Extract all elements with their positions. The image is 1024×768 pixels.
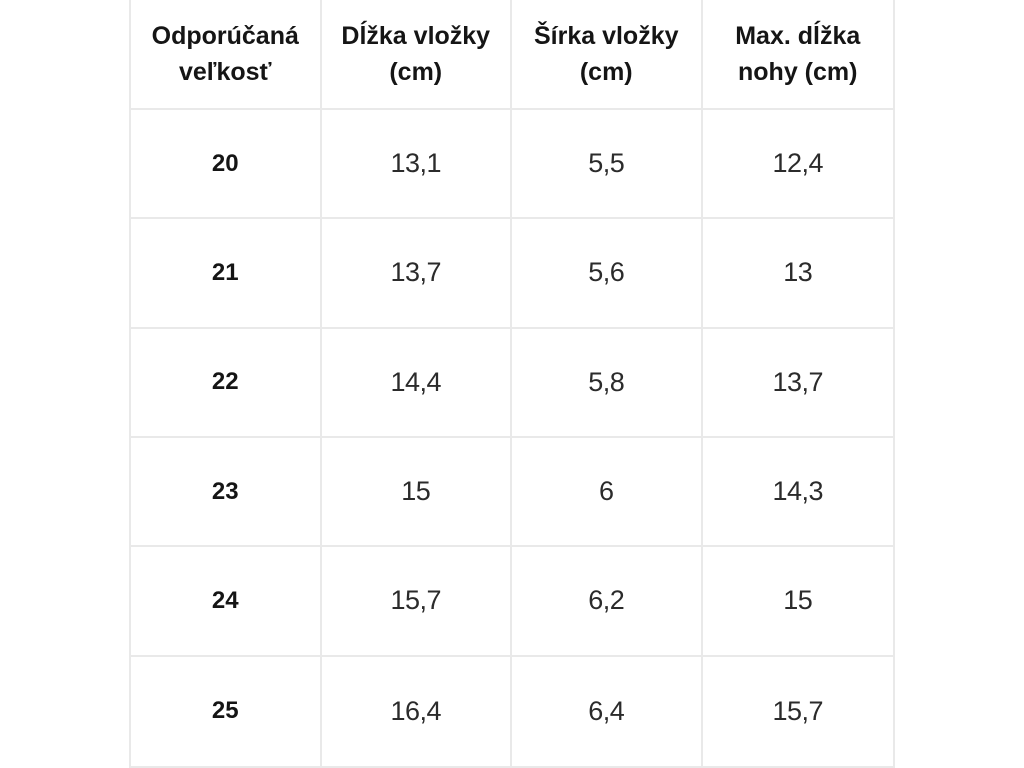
- insole-length-cell: 15,7: [321, 547, 512, 657]
- insole-width-cell: 5,5: [512, 110, 703, 220]
- insole-length-cell: 13,7: [321, 219, 512, 329]
- max-foot-length-cell: 13: [702, 219, 893, 329]
- insole-width-cell: 5,6: [512, 219, 703, 329]
- size-cell: 21: [131, 219, 322, 329]
- column-header-max-foot-length: Max. dĺžka nohy (cm): [702, 0, 893, 110]
- insole-length-cell: 13,1: [321, 110, 512, 220]
- size-cell: 20: [131, 110, 322, 220]
- column-header-insole-width: Šírka vložky (cm): [512, 0, 703, 110]
- insole-width-cell: 6,4: [512, 656, 703, 766]
- max-foot-length-cell: 15: [702, 547, 893, 657]
- max-foot-length-cell: 14,3: [702, 438, 893, 548]
- insole-width-cell: 6: [512, 438, 703, 548]
- insole-length-cell: 15: [321, 438, 512, 548]
- size-cell: 23: [131, 438, 322, 548]
- max-foot-length-cell: 12,4: [702, 110, 893, 220]
- size-cell: 25: [131, 656, 322, 766]
- insole-length-cell: 14,4: [321, 328, 512, 438]
- insole-width-cell: 6,2: [512, 547, 703, 657]
- column-header-recommended-size: Odporúčaná veľkosť: [131, 0, 322, 110]
- insole-width-cell: 5,8: [512, 328, 703, 438]
- max-foot-length-cell: 15,7: [702, 656, 893, 766]
- column-header-insole-length: Dĺžka vložky (cm): [321, 0, 512, 110]
- size-cell: 24: [131, 547, 322, 657]
- max-foot-length-cell: 13,7: [702, 328, 893, 438]
- size-cell: 22: [131, 328, 322, 438]
- size-chart-table: Odporúčaná veľkosť Dĺžka vložky (cm) Šír…: [129, 0, 895, 768]
- insole-length-cell: 16,4: [321, 656, 512, 766]
